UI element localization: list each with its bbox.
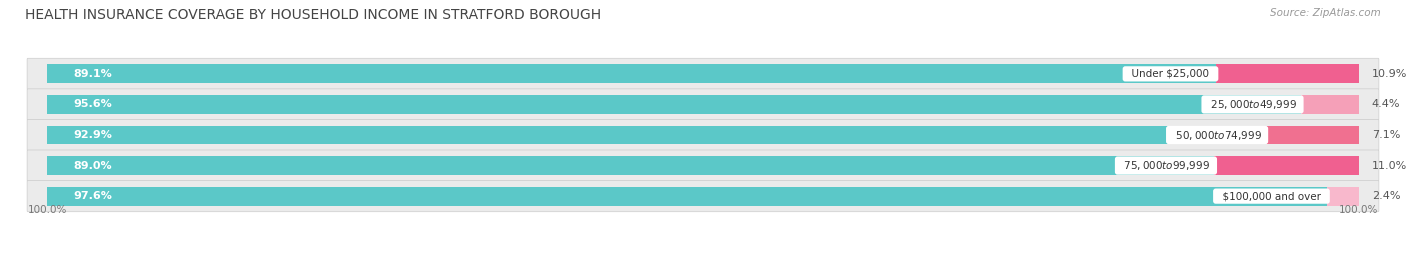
Text: $75,000 to $99,999: $75,000 to $99,999 [1118, 159, 1215, 172]
Text: 97.6%: 97.6% [73, 191, 112, 201]
Bar [48, 126, 1265, 144]
Bar [1216, 64, 1358, 83]
Text: 7.1%: 7.1% [1372, 130, 1400, 140]
Text: 100.0%: 100.0% [1339, 205, 1378, 215]
Text: 89.0%: 89.0% [73, 161, 112, 171]
Text: Source: ZipAtlas.com: Source: ZipAtlas.com [1270, 8, 1381, 18]
FancyBboxPatch shape [27, 150, 1379, 181]
Text: HEALTH INSURANCE COVERAGE BY HOUSEHOLD INCOME IN STRATFORD BOROUGH: HEALTH INSURANCE COVERAGE BY HOUSEHOLD I… [25, 8, 602, 22]
Text: $100,000 and over: $100,000 and over [1216, 191, 1327, 201]
Text: 4.4%: 4.4% [1372, 99, 1400, 109]
Text: 11.0%: 11.0% [1372, 161, 1406, 171]
Text: 89.1%: 89.1% [73, 69, 112, 79]
Bar [48, 187, 1327, 206]
FancyBboxPatch shape [27, 181, 1379, 212]
FancyBboxPatch shape [27, 58, 1379, 89]
Bar [1265, 126, 1358, 144]
Bar [48, 64, 1216, 83]
Text: $50,000 to $74,999: $50,000 to $74,999 [1168, 129, 1265, 141]
Text: $25,000 to $49,999: $25,000 to $49,999 [1204, 98, 1301, 111]
Text: 100.0%: 100.0% [28, 205, 67, 215]
Text: 2.4%: 2.4% [1372, 191, 1400, 201]
Bar [48, 156, 1215, 175]
Text: Under $25,000: Under $25,000 [1125, 69, 1216, 79]
Text: 95.6%: 95.6% [73, 99, 112, 109]
Text: 10.9%: 10.9% [1372, 69, 1406, 79]
Bar [1327, 187, 1358, 206]
Bar [48, 95, 1301, 114]
Bar [1215, 156, 1358, 175]
Text: 92.9%: 92.9% [73, 130, 112, 140]
FancyBboxPatch shape [27, 89, 1379, 120]
FancyBboxPatch shape [27, 119, 1379, 151]
Bar [1301, 95, 1358, 114]
